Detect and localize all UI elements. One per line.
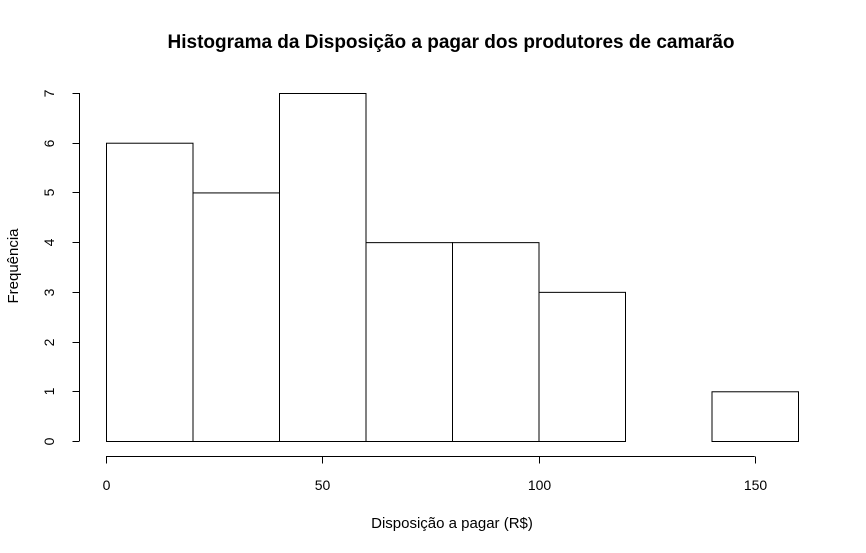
bars-group [106, 93, 799, 442]
histogram-bar-8 [711, 391, 799, 442]
y-axis: 0 1 2 3 4 5 6 7 [41, 89, 80, 445]
y-tick-label: 2 [41, 338, 57, 346]
chart-title: Histograma da Disposição a pagar dos pro… [168, 32, 735, 53]
y-tick-label: 6 [41, 139, 57, 147]
y-tick-label: 0 [41, 437, 57, 445]
histogram-bar-5 [452, 242, 540, 442]
y-axis-label: Frequência [5, 228, 22, 304]
x-axis-label: Disposição a pagar (R$) [371, 515, 533, 532]
histogram-bar-3 [279, 93, 367, 442]
x-axis: 0 50 100 150 [103, 456, 768, 493]
x-tick-label: 0 [103, 477, 111, 493]
histogram-bar-4 [365, 242, 453, 442]
x-tick-label: 100 [528, 477, 552, 493]
x-tick-label: 50 [315, 477, 331, 493]
histogram-bar-2 [192, 192, 280, 442]
y-tick-label: 4 [41, 238, 57, 246]
histogram-bar-6 [538, 291, 626, 442]
histogram-bar-1 [106, 142, 194, 442]
y-tick-label: 7 [41, 89, 57, 97]
x-tick-label: 150 [744, 477, 768, 493]
y-tick-label: 5 [41, 188, 57, 196]
y-tick-label: 3 [41, 288, 57, 296]
y-tick-label: 1 [41, 387, 57, 395]
